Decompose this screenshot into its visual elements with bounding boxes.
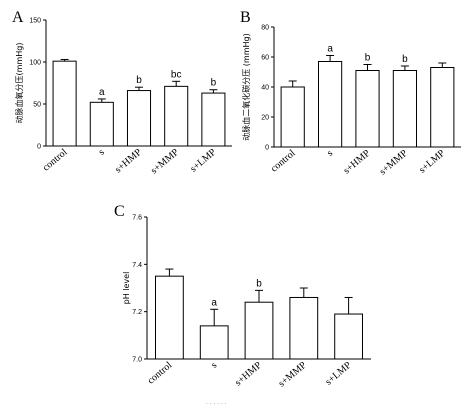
y-tick-label: 7.2	[132, 309, 142, 316]
y-tick-label: 20	[261, 115, 269, 122]
bar	[164, 85, 189, 147]
bar	[280, 86, 305, 148]
bar	[52, 60, 77, 147]
bar	[89, 101, 114, 147]
bar	[392, 70, 417, 148]
chart-c: 7.0 7.2 7.4 7.6 pH level control a s b s+HMP s+MMP…	[122, 215, 371, 390]
significance-label: b	[365, 53, 371, 64]
significance-label: b	[402, 54, 408, 65]
y-tick-label: 40	[261, 85, 269, 92]
significance-label: b	[256, 278, 262, 289]
y-tick-label: 7.4	[132, 262, 142, 269]
y-tick-label: 0	[37, 144, 41, 151]
category-label: s+HMP	[341, 148, 372, 177]
bar	[201, 92, 226, 147]
significance-label: a	[99, 87, 105, 98]
chart-b: 0 20 40 60 80 动脉血二氧化碳分压 (mmHg) control a s b s+HMP…	[241, 25, 461, 178]
bar	[334, 313, 363, 360]
bar	[155, 275, 184, 360]
category-label: s	[209, 360, 219, 371]
category-label: s	[325, 148, 335, 159]
category-label: s+HMP	[233, 360, 264, 389]
y-axis-label: 动脉血二氧化碳分压 (mmHg)	[241, 33, 251, 140]
y-tick-label: 7.0	[132, 357, 142, 364]
y-tick-label: 0	[265, 145, 269, 152]
y-tick-label: 7.6	[132, 215, 142, 222]
category-label: s+LMP	[417, 148, 447, 176]
category-label: s+MMP	[276, 360, 309, 390]
bar	[289, 296, 319, 360]
significance-label: b	[136, 75, 142, 86]
y-axis-label: pH level	[122, 272, 131, 305]
significance-label: bc	[171, 69, 182, 80]
bar	[430, 67, 455, 148]
bar	[244, 301, 274, 360]
y-tick-label: 150	[29, 18, 41, 25]
category-label: s+LMP	[188, 147, 218, 175]
bar	[126, 90, 152, 147]
category-label: control	[146, 360, 175, 387]
significance-label: b	[211, 78, 217, 89]
panel-letter-b: B	[240, 9, 251, 26]
chart-a: 0 50 100 150 动脉血氧分压(mmHg) control a s b s+HMP bc s+…	[14, 18, 232, 177]
bar	[199, 325, 229, 360]
panel-letter-a: A	[12, 9, 24, 26]
significance-label: a	[327, 44, 333, 55]
y-tick-label: 100	[29, 60, 41, 67]
y-tick-label: 80	[261, 25, 269, 32]
y-tick-label: 60	[261, 55, 269, 62]
category-label: s+HMP	[113, 147, 144, 176]
bar	[355, 70, 380, 148]
panel-letter-c: C	[114, 203, 125, 220]
y-tick-label: 50	[33, 102, 41, 109]
category-label: s+MMP	[149, 147, 182, 177]
category-label: control	[269, 148, 298, 175]
category-label: s	[97, 147, 107, 158]
category-label: s+LMP	[323, 360, 353, 388]
y-axis-label: 动脉血氧分压(mmHg)	[14, 43, 24, 124]
footer-text: · · · · · ·	[206, 401, 226, 407]
bar	[318, 61, 343, 148]
category-label: s+MMP	[378, 148, 411, 178]
category-label: control	[41, 147, 70, 174]
significance-label: a	[211, 297, 217, 308]
